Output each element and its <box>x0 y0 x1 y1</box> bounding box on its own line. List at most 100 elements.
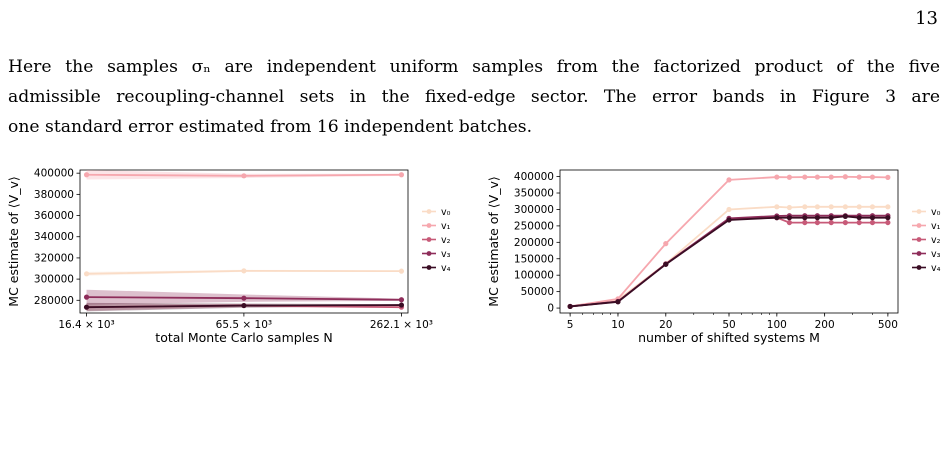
x-tick-label: 100 <box>767 319 787 331</box>
data-point-v1 <box>398 172 405 178</box>
chart-2: 0 50000 100000 150000 200000 250000 300000 3500… <box>486 169 941 345</box>
chart-1: 280000 300000 320000 340000 360000 380000 4000… <box>6 168 451 345</box>
legend-label: v₃ <box>931 249 941 260</box>
data-point-v4 <box>83 304 90 310</box>
data-point-v0 <box>842 204 848 210</box>
legend-label: v₃ <box>441 249 451 260</box>
data-point-v1 <box>856 174 862 180</box>
data-point-v3 <box>398 297 405 303</box>
data-point-v1 <box>774 174 780 180</box>
data-point-v2 <box>842 219 848 226</box>
data-point-v1 <box>885 174 891 180</box>
data-point-v1 <box>83 172 90 178</box>
data-point-v0 <box>786 204 793 211</box>
data-point-v0 <box>828 204 834 210</box>
x-tick-label: 20 <box>659 319 672 331</box>
plot-area <box>567 174 891 310</box>
legend-marker <box>426 237 432 242</box>
legend: v₀ v₁ v₂ v₃ v₄ <box>912 207 941 274</box>
legend: v₀ v₁ v₂ v₃ v₄ <box>422 207 451 274</box>
data-point-v4 <box>869 215 876 221</box>
y-tick-label: 340000 <box>34 231 74 243</box>
data-point-v1 <box>663 241 669 247</box>
paragraph-line: Here the samples σₙ are independent unif… <box>8 57 940 77</box>
data-point-v1 <box>842 174 848 180</box>
legend-marker <box>916 251 922 256</box>
paragraph-line: one standard error estimated from 16 ind… <box>8 117 533 137</box>
data-point-v3 <box>241 295 247 301</box>
paragraph-line: admissible recoupling-channel sets in th… <box>8 87 940 107</box>
y-tick-label: 320000 <box>34 252 74 264</box>
series-line-v4 <box>570 215 888 308</box>
y-axis-label: MC estimate of ⟨V_v⟩ <box>6 176 21 306</box>
data-point-v4 <box>663 261 669 267</box>
legend-marker <box>916 237 922 242</box>
data-point-v1 <box>869 174 876 180</box>
legend-marker <box>426 209 432 214</box>
legend-label: v₀ <box>931 207 941 218</box>
x-tick-label: 65.5 × 10³ <box>216 319 272 331</box>
legend-marker <box>916 209 922 214</box>
y-axis-label: MC estimate of ⟨V_v⟩ <box>486 176 501 306</box>
legend-label: v₂ <box>441 235 451 246</box>
y-tick-label: 360000 <box>34 210 74 222</box>
plot-area <box>83 170 405 312</box>
y-tick-label: 0 <box>547 303 554 315</box>
data-point-v1 <box>786 174 793 180</box>
data-point-v0 <box>885 204 891 210</box>
x-tick-label: 5 <box>567 319 574 331</box>
x-tick-label: 200 <box>815 319 835 331</box>
data-point-v0 <box>802 204 808 210</box>
legend-marker <box>426 223 432 228</box>
data-point-v4 <box>885 215 891 221</box>
y-tick-label: 250000 <box>514 220 554 232</box>
data-point-v0 <box>774 204 780 210</box>
legend-label: v₁ <box>931 221 941 232</box>
legend-marker <box>426 265 432 270</box>
data-point-v4 <box>802 215 808 221</box>
legend-label: v₂ <box>931 235 941 246</box>
legend-marker <box>426 251 432 256</box>
data-point-v1 <box>802 174 808 180</box>
y-tick-label: 350000 <box>514 188 554 200</box>
data-point-v0 <box>241 268 247 274</box>
y-tick-label: 280000 <box>34 295 74 307</box>
data-point-v0 <box>726 206 732 213</box>
x-tick-label: 500 <box>878 319 898 331</box>
data-point-v2 <box>869 219 876 226</box>
x-tick-label: 16.4 × 10³ <box>58 319 114 331</box>
data-point-v2 <box>828 219 834 226</box>
data-point-v2 <box>802 219 808 226</box>
data-point-v4 <box>567 303 573 310</box>
x-tick-label: 50 <box>722 319 735 331</box>
data-point-v4 <box>856 215 862 221</box>
legend-marker <box>916 265 922 270</box>
data-point-v4 <box>615 299 621 305</box>
y-tick-label: 200000 <box>514 237 554 249</box>
x-tick-label: 10 <box>611 319 624 331</box>
data-point-v0 <box>814 204 820 210</box>
series-line-v1 <box>569 175 888 308</box>
data-point-v0 <box>83 271 90 277</box>
data-point-v2 <box>885 219 891 226</box>
y-tick-label: 300000 <box>514 204 554 216</box>
legend-label: v₁ <box>441 221 451 232</box>
series-line-v2 <box>570 216 888 308</box>
y-tick-label: 150000 <box>514 253 554 265</box>
legend-label: v₀ <box>441 207 451 218</box>
data-point-v0 <box>398 268 405 274</box>
data-point-v2 <box>786 219 793 226</box>
x-axis-label: number of shifted systems M <box>638 330 820 345</box>
y-tick-label: 100000 <box>514 270 554 282</box>
legend-marker <box>916 223 922 228</box>
data-point-v1 <box>726 177 732 183</box>
data-point-v4 <box>786 215 793 221</box>
data-point-v0 <box>869 204 876 210</box>
y-tick-label: 400000 <box>514 171 554 183</box>
data-point-v4 <box>828 215 834 221</box>
data-point-v4 <box>398 302 405 308</box>
legend-label: v₄ <box>441 263 451 274</box>
y-tick-label: 50000 <box>521 286 554 298</box>
page-number: 13 <box>915 8 938 29</box>
